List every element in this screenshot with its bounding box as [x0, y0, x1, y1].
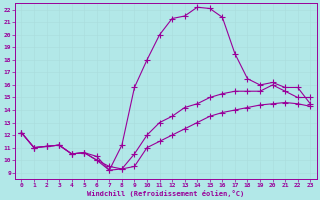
- X-axis label: Windchill (Refroidissement éolien,°C): Windchill (Refroidissement éolien,°C): [87, 190, 244, 197]
